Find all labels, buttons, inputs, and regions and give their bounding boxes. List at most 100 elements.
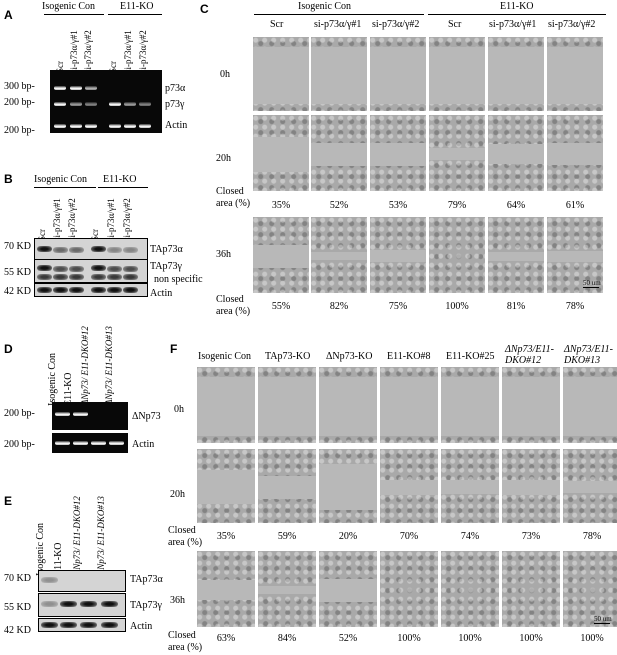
band [53,247,68,253]
lane-label: ΔNp73/ E11-DKO#13 [104,326,114,405]
c-micrograph-0h-col2 [310,36,368,112]
marker-label: 70 KD [4,573,31,584]
closed-area-value: 35% [216,531,236,542]
band [91,274,106,280]
lane-label: si-p73α/γ#2 [138,30,148,73]
wound-gap [319,377,377,436]
band-label: TAp73α [150,244,183,255]
group-line [98,187,148,188]
band [69,247,84,253]
band [53,266,68,272]
f-micrograph-20h-col6 [501,448,561,524]
wound-gap [258,476,316,499]
group-line [428,14,606,15]
wound-gap [197,580,255,600]
f-micrograph-0h-col4 [379,366,439,444]
column-label: E11-KO#8 [387,351,431,362]
column-label: si-p73α/γ#2 [548,19,596,30]
marker-label: 42 KD [4,286,31,297]
c-micrograph-36h-col3 [369,216,427,294]
band [123,266,138,272]
wound-gap [370,47,426,104]
band [107,287,122,293]
wound-gap [258,586,316,594]
column-label: ΔNp73/E11-DKO#12 [505,344,555,366]
band [85,124,97,128]
scale-bar [594,623,610,624]
band [101,622,118,628]
f-micrograph-0h-col3 [318,366,378,444]
band [70,86,82,90]
group-label-e11ko-c: E11-KO [500,1,534,12]
c-micrograph-0h-col1 [252,36,310,112]
wound-gap [380,377,438,436]
wound-gap [441,480,499,494]
lane-label: si-p73α/γ#1 [69,30,79,73]
lane-label: E11-KO [63,372,74,406]
wound-gap [197,470,255,504]
f-micrograph-36h-col3 [318,550,378,628]
wound-gap [547,47,603,104]
marker-label: 200 bp- [4,408,35,419]
wound-gap [311,47,367,104]
marker-label: 70 KD [4,241,31,252]
f-micrograph-20h-col5 [440,448,500,524]
marker-label: 200 bp- [4,439,35,450]
f-micrograph-36h-col2 [257,550,317,628]
band-label: p73γ [165,99,185,110]
lane-label: Isogenic Con [47,352,58,406]
closed-area-label: Closed area (%) [216,186,251,209]
band [37,246,52,252]
lane-label: ΔNp73/ E11-DKO#12 [80,326,90,405]
c-micrograph-0h-col4 [428,36,486,112]
time-label: 20h [216,153,231,164]
group-line [34,187,96,188]
wound-gap [370,250,426,262]
lane-label: si-p73α/γ#1 [106,198,116,241]
wound-gap [319,464,377,510]
closed-area-value: 55% [271,301,291,312]
band [60,622,77,628]
band [37,274,52,280]
f-micrograph-36h-col6 [501,550,561,628]
marker-label: 300 bp- [4,81,35,92]
band-label: Actin [130,621,153,632]
band-label: TAp73α [130,574,163,585]
f-micrograph-20h-col1 [196,448,256,524]
wound-gap [502,480,560,495]
closed-area-value: 74% [460,531,480,542]
column-label: ΔNp73-KO [326,351,373,362]
band [139,102,151,106]
column-label: Scr [270,19,284,30]
f-micrograph-20h-col4 [379,448,439,524]
c-micrograph-0h-col5 [487,36,545,112]
column-label: Scr [448,19,462,30]
time-label: 0h [174,404,184,415]
band [107,274,122,280]
marker-label: 200 bp- [4,97,35,108]
wound-gap [547,143,603,165]
band [123,287,138,293]
column-label: Isogenic Con [198,351,252,362]
band [60,601,77,607]
lane-label: ΔNp73/ E11-DKO#13 [96,496,106,575]
group-label-isogenic-b: Isogenic Con [34,174,88,185]
closed-area-value: 70% [399,531,419,542]
closed-area-label: Closed area (%) [216,294,251,317]
c-micrograph-20h-col5 [487,114,545,192]
c-micrograph-36h-col4 [428,216,486,294]
wound-gap [488,144,544,164]
scale-bar-label: 50 um [594,615,612,623]
band [73,412,88,416]
group-line [108,14,162,15]
f-micrograph-20h-col2 [257,448,317,524]
band [69,274,84,280]
wound-gap [547,251,603,262]
wound-gap [441,377,499,436]
band-label: Actin [132,439,155,450]
band [107,266,122,272]
column-label: si-p73α/γ#2 [372,19,420,30]
band-label: p73α [165,83,186,94]
gel-image-d [52,402,128,430]
group-label-isogenic-a: Isogenic Con [42,1,96,12]
